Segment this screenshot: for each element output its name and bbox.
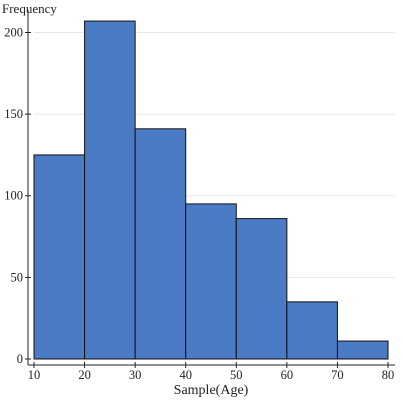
x-tick-label-50: 50 <box>230 368 243 382</box>
y-ticks: 0 50 100 150 200 <box>4 25 31 366</box>
bar-40-50 <box>185 203 237 360</box>
x-tick-label-70: 70 <box>331 368 344 382</box>
x-tick-label-40: 40 <box>179 368 192 382</box>
x-ticks: 10 20 30 40 50 60 70 80 <box>28 362 395 382</box>
x-tick-label-20: 20 <box>78 368 91 382</box>
y-tick-label-150: 150 <box>4 107 23 121</box>
x-tick-label-80: 80 <box>382 368 395 382</box>
x-tick-label-30: 30 <box>129 368 142 382</box>
bar-50-60 <box>235 218 288 360</box>
x-axis-title: Sample(Age) <box>174 383 249 398</box>
y-tick-label-100: 100 <box>4 189 23 203</box>
y-axis-title: Frequency <box>2 1 57 16</box>
bar-20-30 <box>84 20 136 360</box>
bar-70-80 <box>336 340 389 360</box>
y-tick-label-0: 0 <box>17 352 23 366</box>
x-tick-label-10: 10 <box>28 368 41 382</box>
y-tick-label-200: 200 <box>4 25 23 39</box>
axes <box>27 10 395 366</box>
bar-60-70 <box>286 301 338 360</box>
bar-10-20 <box>33 154 86 360</box>
bars <box>33 20 389 360</box>
bar-30-40 <box>134 128 187 360</box>
y-tick-label-50: 50 <box>11 270 24 284</box>
x-tick-label-60: 60 <box>281 368 294 382</box>
